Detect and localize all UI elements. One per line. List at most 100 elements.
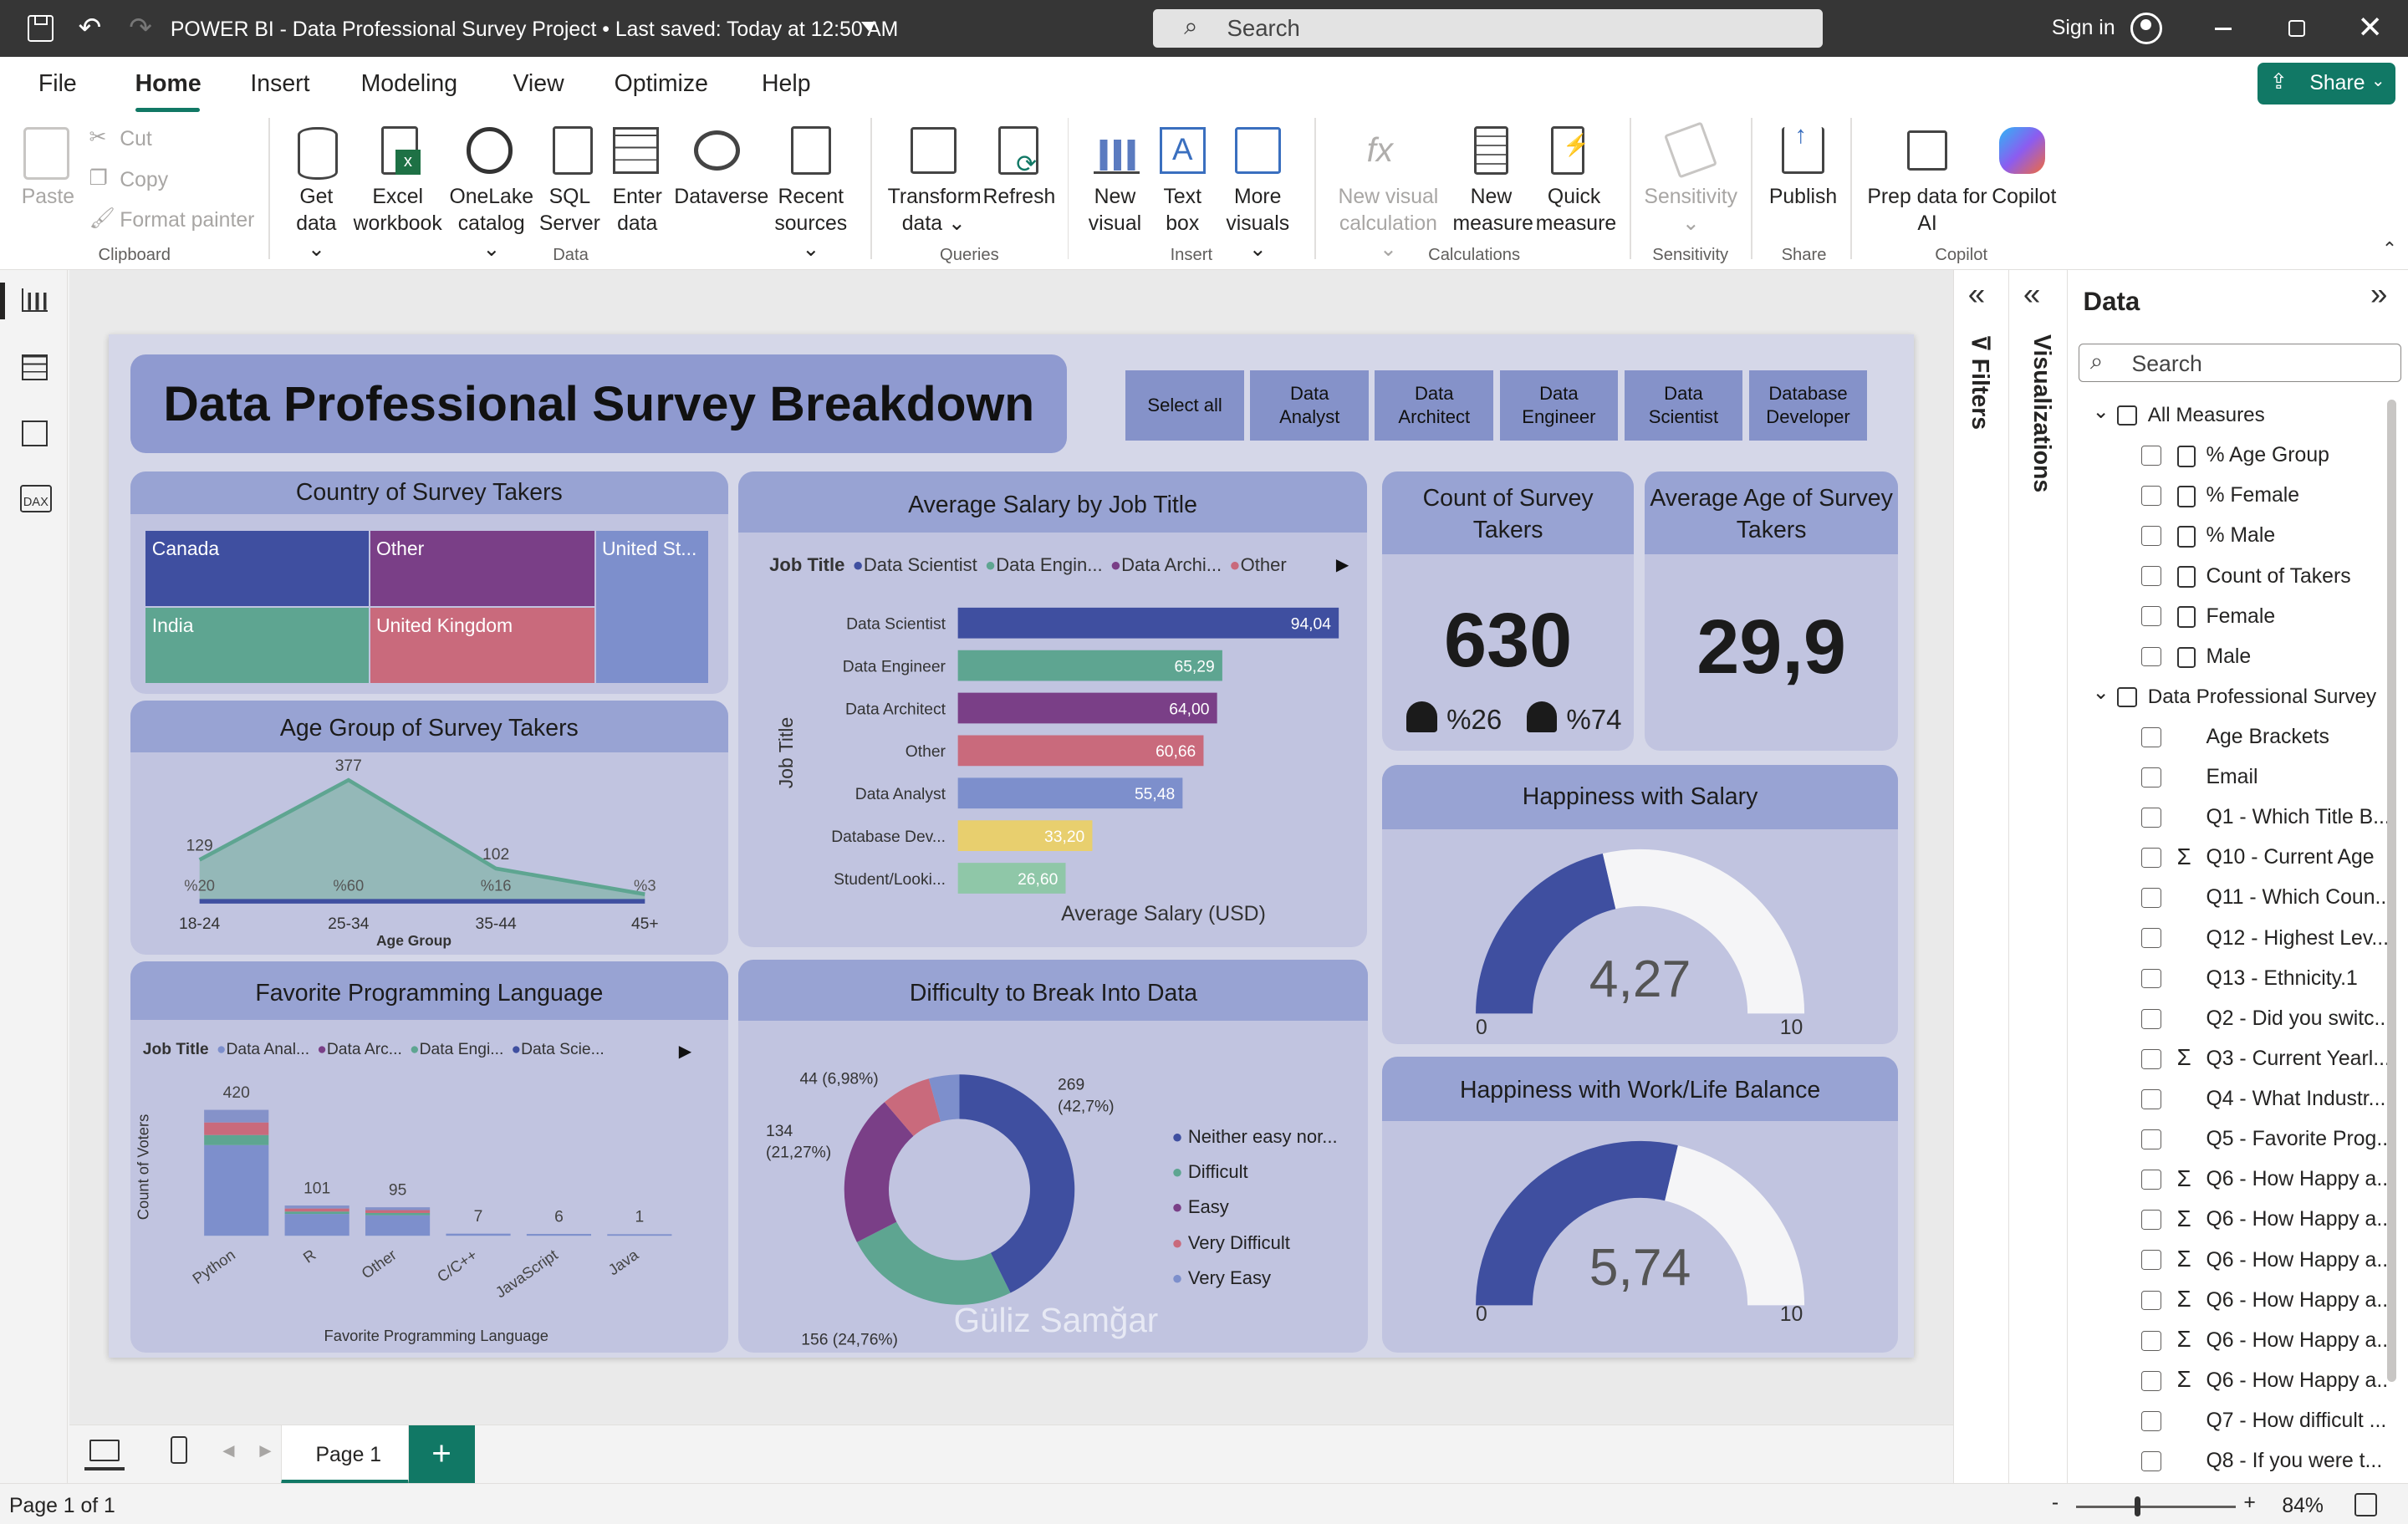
tab-insert[interactable]: Insert [250, 70, 310, 98]
field-checkbox[interactable] [2141, 1451, 2162, 1471]
count-card[interactable]: Count of Survey Takers 630 %26 %74 [1382, 471, 1635, 752]
enter-data-button[interactable]: Enter data [608, 184, 666, 236]
mobile-layout-icon[interactable] [170, 1436, 188, 1465]
field-table[interactable]: ⌄ All Measures [2068, 400, 2387, 433]
treemap-united-states[interactable]: United St... [595, 531, 708, 684]
sql-server-button[interactable]: SQL Server [538, 184, 602, 236]
legend-data-architect[interactable]: ●Data Archi... [1110, 554, 1222, 576]
undo-icon[interactable]: ↶ [78, 12, 102, 43]
slicer-data-architect[interactable]: Data Architect [1375, 370, 1494, 441]
slicer-data-engineer[interactable]: Data Engineer [1499, 370, 1619, 441]
dataverse-button[interactable]: Dataverse [674, 186, 769, 209]
field-checkbox[interactable] [2141, 566, 2162, 587]
share-button[interactable]: ⇪ Share ⌄ [2257, 63, 2396, 104]
difficulty-card[interactable]: Difficulty to Break Into Data 269 (42,7%)… [738, 959, 1369, 1353]
legend-easy[interactable]: ● Easy [1171, 1190, 1337, 1225]
prev-page-icon[interactable]: ◀ [222, 1440, 235, 1459]
tab-home[interactable]: Home [135, 70, 202, 98]
field-item[interactable]: Σ Q6 - How Happy a... [2068, 1284, 2387, 1318]
country-treemap-card[interactable]: Country of Survey Takers Canada Other Un… [130, 471, 728, 695]
legend-data-scientist[interactable]: ●Data Scie... [511, 1041, 604, 1059]
maximize-icon[interactable] [2288, 19, 2305, 38]
new-visual-button[interactable]: New visual [1084, 184, 1145, 236]
chevron-down-icon[interactable]: ⌄ [2092, 681, 2110, 705]
field-checkbox[interactable] [2141, 606, 2162, 627]
report-view-icon[interactable] [21, 288, 48, 312]
field-checkbox[interactable] [2141, 1129, 2162, 1149]
collapse-left-icon[interactable]: « [2023, 276, 2041, 311]
slicer-database-developer[interactable]: Database Developer [1748, 370, 1868, 441]
next-page-icon[interactable]: ▶ [259, 1440, 272, 1459]
legend-very-difficult[interactable]: ● Very Difficult [1171, 1226, 1337, 1261]
happiness-salary-card[interactable]: Happiness with Salary 4,27 0 10 [1382, 764, 1899, 1044]
copilot-button[interactable]: Copilot [1992, 186, 2057, 209]
field-item[interactable]: % Male [2068, 520, 2387, 553]
field-checkbox[interactable] [2141, 1170, 2162, 1190]
slicer-data-scientist[interactable]: Data Scientist [1624, 370, 1743, 441]
avg-age-card[interactable]: Average Age of Survey Takers 29,9 [1645, 471, 1899, 752]
field-item[interactable]: Email [2068, 762, 2387, 795]
field-item[interactable]: Q7 - How difficult ... [2068, 1405, 2387, 1439]
collapse-left-icon[interactable]: « [1967, 276, 1986, 311]
filters-pane[interactable]: « ⊽ Filters [1953, 270, 2009, 1484]
zoom-out-button[interactable]: - [2051, 1491, 2059, 1515]
data-search-box[interactable]: ⌕ Search [2079, 344, 2401, 383]
treemap-india[interactable]: India [145, 608, 369, 684]
tab-file[interactable]: File [38, 70, 77, 98]
age-group-card[interactable]: Age Group of Survey Takers 18-24 %20 129 25… [130, 700, 728, 956]
field-item[interactable]: Q12 - Highest Lev... [2068, 922, 2387, 956]
legend-other[interactable]: ●Other [1229, 554, 1286, 576]
field-checkbox[interactable] [2141, 1290, 2162, 1311]
legend-next-icon[interactable]: ▶ [1335, 556, 1349, 575]
field-checkbox[interactable] [2141, 1088, 2162, 1109]
field-checkbox[interactable] [2141, 1250, 2162, 1271]
field-item[interactable]: Q4 - What Industr... [2068, 1083, 2387, 1117]
legend-difficult[interactable]: ● Difficult [1171, 1154, 1337, 1190]
add-page-button[interactable]: + [408, 1425, 475, 1485]
new-measure-button[interactable]: New measure [1453, 184, 1533, 236]
tab-modeling[interactable]: Modeling [360, 70, 458, 98]
desktop-layout-icon[interactable] [89, 1439, 120, 1461]
field-item[interactable]: Σ Q6 - How Happy a... [2068, 1164, 2387, 1197]
expand-right-icon[interactable]: » [2370, 276, 2388, 311]
tab-page-1[interactable]: Page 1 [281, 1425, 409, 1485]
window-title[interactable]: POWER BI - Data Professional Survey Proj… [170, 18, 899, 42]
field-item[interactable]: Male [2068, 640, 2387, 674]
table-view-icon[interactable] [21, 354, 48, 381]
field-item[interactable]: Q13 - Ethnicity.1 [2068, 962, 2387, 996]
legend-data-engineer[interactable]: ●Data Engin... [985, 554, 1103, 576]
language-card[interactable]: Favorite Programming Language Job Title … [130, 961, 728, 1353]
quick-measure-button[interactable]: Quick measure [1536, 184, 1616, 236]
field-checkbox[interactable] [2141, 445, 2162, 466]
field-checkbox[interactable] [2141, 1330, 2162, 1351]
legend-very-easy[interactable]: ● Very Easy [1171, 1261, 1337, 1296]
chevron-down-icon[interactable]: ⌄ [2092, 400, 2110, 423]
field-checkbox[interactable] [2141, 1370, 2162, 1391]
field-checkbox[interactable] [2141, 526, 2162, 547]
slicer-data-analyst[interactable]: Data Analyst [1250, 370, 1370, 441]
field-checkbox[interactable] [2141, 1410, 2162, 1431]
get-data-button[interactable]: Get data ⌄ [286, 184, 347, 262]
minimize-icon[interactable] [2214, 28, 2232, 30]
sign-in-link[interactable]: Sign in [2051, 17, 2115, 40]
field-checkbox[interactable] [2141, 1048, 2162, 1069]
collapse-ribbon-icon[interactable]: ⌃ [2381, 237, 2398, 259]
field-item[interactable]: Age Brackets [2068, 721, 2387, 755]
field-checkbox[interactable] [2141, 1210, 2162, 1231]
field-checkbox[interactable] [2141, 808, 2162, 828]
onelake-catalog-button[interactable]: OneLake catalog ⌄ [448, 184, 534, 262]
field-item[interactable]: Σ Q3 - Current Yearl... [2068, 1042, 2387, 1076]
field-item[interactable]: Q2 - Did you switc... [2068, 1002, 2387, 1036]
field-item[interactable]: Q8 - If you were t... [2068, 1445, 2387, 1475]
field-item[interactable]: % Female [2068, 480, 2387, 513]
zoom-slider-thumb[interactable] [2134, 1496, 2141, 1516]
more-visuals-button[interactable]: More visuals ⌄ [1219, 184, 1296, 262]
field-item[interactable]: Σ Q6 - How Happy a... [2068, 1244, 2387, 1277]
model-view-icon[interactable] [21, 421, 48, 447]
field-item[interactable]: Q5 - Favorite Prog... [2068, 1124, 2387, 1157]
account-icon[interactable] [2130, 12, 2163, 45]
field-item[interactable]: Q1 - Which Title B... [2068, 802, 2387, 835]
title-dropdown-icon[interactable] [861, 21, 877, 31]
field-checkbox[interactable] [2141, 767, 2162, 787]
field-checkbox[interactable] [2141, 968, 2162, 989]
